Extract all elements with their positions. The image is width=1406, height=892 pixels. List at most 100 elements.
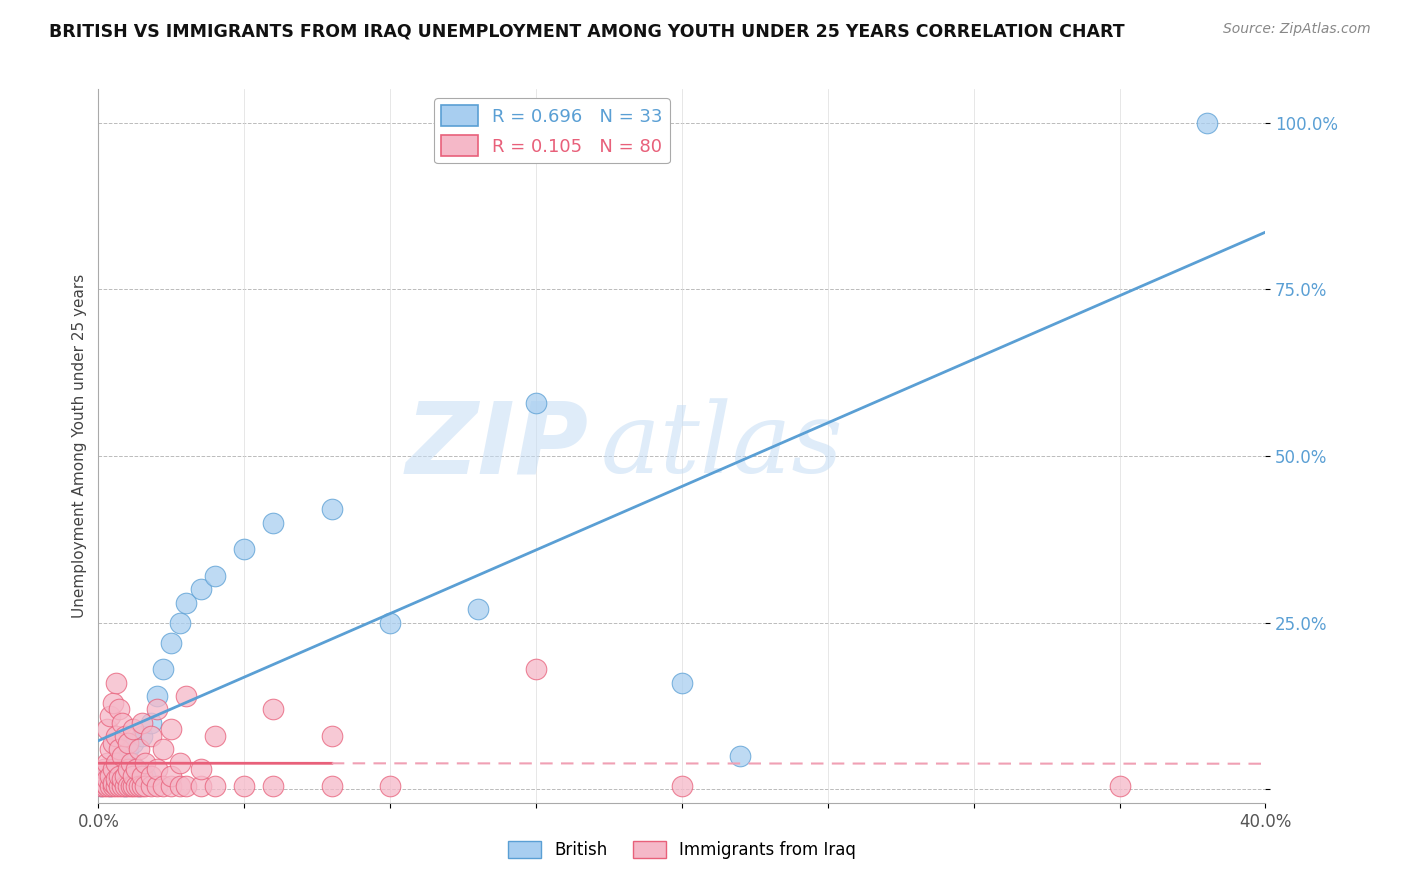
Point <box>108 756 131 770</box>
Point <box>134 769 156 783</box>
Point <box>152 742 174 756</box>
Point <box>125 763 148 777</box>
Point <box>114 769 136 783</box>
Point <box>122 736 145 750</box>
Point <box>134 779 156 793</box>
Point <box>98 742 121 756</box>
Point <box>93 779 115 793</box>
Point <box>190 582 212 597</box>
Point <box>139 779 162 793</box>
Point <box>96 756 118 770</box>
Point <box>108 779 131 793</box>
Text: BRITISH VS IMMIGRANTS FROM IRAQ UNEMPLOYMENT AMONG YOUTH UNDER 25 YEARS CORRELAT: BRITISH VS IMMIGRANTS FROM IRAQ UNEMPLOY… <box>49 22 1125 40</box>
Point <box>104 756 127 770</box>
Legend: British, Immigrants from Iraq: British, Immigrants from Iraq <box>501 834 863 866</box>
Point <box>190 779 212 793</box>
Point <box>160 636 183 650</box>
Point <box>146 779 169 793</box>
Point <box>108 769 131 783</box>
Point <box>131 729 153 743</box>
Point <box>233 779 256 793</box>
Point <box>111 772 134 787</box>
Point <box>101 776 124 790</box>
Point <box>262 779 284 793</box>
Point <box>104 772 127 787</box>
Point <box>262 702 284 716</box>
Point <box>139 769 162 783</box>
Point <box>169 615 191 630</box>
Point <box>233 542 256 557</box>
Point <box>101 779 124 793</box>
Point <box>93 776 115 790</box>
Point <box>1195 115 1218 129</box>
Point <box>101 763 124 777</box>
Point <box>152 662 174 676</box>
Point <box>98 779 121 793</box>
Point <box>101 696 124 710</box>
Point <box>152 779 174 793</box>
Point <box>204 779 226 793</box>
Point <box>321 502 343 516</box>
Point <box>114 729 136 743</box>
Point <box>134 756 156 770</box>
Text: Source: ZipAtlas.com: Source: ZipAtlas.com <box>1223 22 1371 37</box>
Point <box>104 779 127 793</box>
Point <box>93 763 115 777</box>
Point <box>114 779 136 793</box>
Point <box>125 779 148 793</box>
Point <box>128 779 150 793</box>
Point <box>671 675 693 690</box>
Point <box>730 749 752 764</box>
Point <box>146 763 169 777</box>
Point <box>108 702 131 716</box>
Point <box>204 569 226 583</box>
Point <box>96 723 118 737</box>
Point <box>104 729 127 743</box>
Point <box>104 776 127 790</box>
Point <box>131 779 153 793</box>
Point <box>122 769 145 783</box>
Point <box>122 723 145 737</box>
Point <box>1108 779 1130 793</box>
Point <box>524 395 547 409</box>
Point <box>174 689 197 703</box>
Point <box>96 772 118 787</box>
Point <box>467 602 489 616</box>
Point <box>204 729 226 743</box>
Point <box>120 779 142 793</box>
Y-axis label: Unemployment Among Youth under 25 years: Unemployment Among Youth under 25 years <box>72 274 87 618</box>
Point <box>174 596 197 610</box>
Point <box>108 742 131 756</box>
Point <box>128 742 150 756</box>
Point <box>190 763 212 777</box>
Point <box>174 779 197 793</box>
Point <box>104 675 127 690</box>
Point <box>125 763 148 777</box>
Point <box>321 779 343 793</box>
Point <box>128 779 150 793</box>
Point <box>131 769 153 783</box>
Point <box>111 749 134 764</box>
Point <box>524 662 547 676</box>
Point <box>160 723 183 737</box>
Point <box>101 736 124 750</box>
Point <box>139 715 162 730</box>
Point <box>160 769 183 783</box>
Point <box>146 689 169 703</box>
Point <box>93 776 115 790</box>
Point <box>90 769 112 783</box>
Point <box>98 779 121 793</box>
Text: atlas: atlas <box>600 399 844 493</box>
Point <box>117 742 139 756</box>
Point <box>96 779 118 793</box>
Point <box>169 756 191 770</box>
Point <box>96 769 118 783</box>
Point <box>262 516 284 530</box>
Point <box>117 763 139 777</box>
Point <box>380 615 402 630</box>
Point <box>111 715 134 730</box>
Point <box>321 729 343 743</box>
Point <box>120 776 142 790</box>
Point <box>146 702 169 716</box>
Point <box>122 779 145 793</box>
